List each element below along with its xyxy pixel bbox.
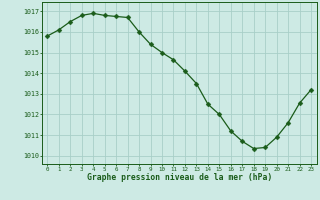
X-axis label: Graphe pression niveau de la mer (hPa): Graphe pression niveau de la mer (hPa) [87, 173, 272, 182]
